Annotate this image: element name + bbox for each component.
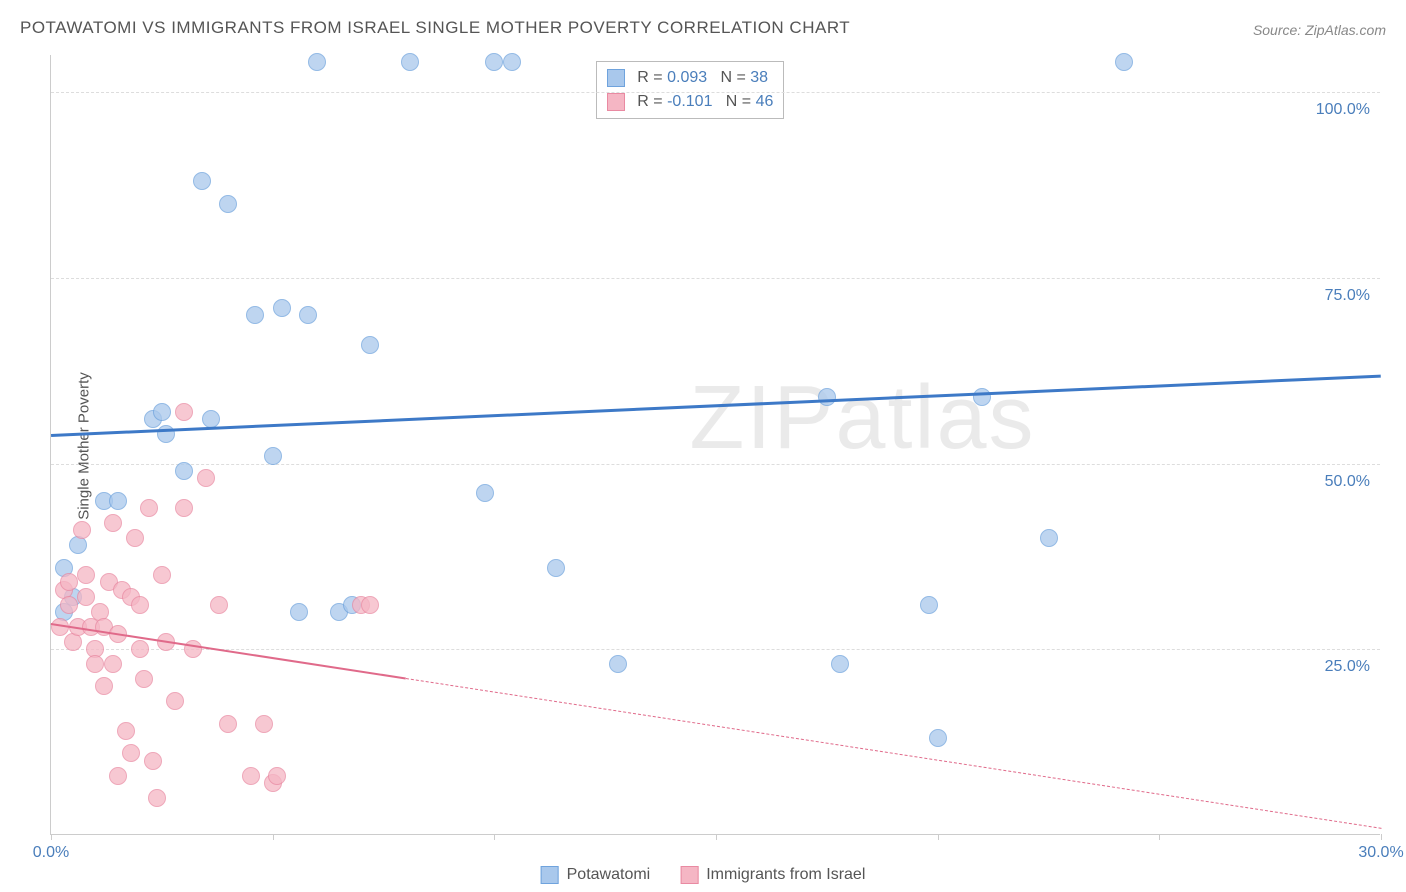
legend-item: Potawatomi: [541, 866, 651, 884]
x-tick: [1381, 834, 1382, 840]
data-point: [197, 469, 215, 487]
data-point: [476, 484, 494, 502]
y-tick-label: 50.0%: [1325, 473, 1370, 491]
data-point: [246, 306, 264, 324]
data-point: [503, 53, 521, 71]
chart-title: POTAWATOMI VS IMMIGRANTS FROM ISRAEL SIN…: [20, 18, 850, 38]
x-tick-label: 30.0%: [1358, 844, 1403, 862]
legend-row: R = -0.101 N = 46: [607, 90, 773, 114]
data-point: [95, 677, 113, 695]
legend-swatch: [607, 69, 625, 87]
y-tick-label: 100.0%: [1316, 101, 1370, 119]
data-point: [86, 655, 104, 673]
x-tick: [716, 834, 717, 840]
data-point: [77, 566, 95, 584]
data-point: [175, 462, 193, 480]
y-tick-label: 75.0%: [1325, 287, 1370, 305]
data-point: [122, 744, 140, 762]
data-point: [242, 767, 260, 785]
data-point: [1115, 53, 1133, 71]
y-tick-label: 25.0%: [1325, 658, 1370, 676]
data-point: [193, 172, 211, 190]
data-point: [60, 573, 78, 591]
data-point: [131, 596, 149, 614]
data-point: [485, 53, 503, 71]
gridline: [51, 649, 1380, 650]
x-tick: [51, 834, 52, 840]
data-point: [547, 559, 565, 577]
correlation-legend: R = 0.093 N = 38 R = -0.101 N = 46: [596, 61, 784, 119]
data-point: [920, 596, 938, 614]
data-point: [268, 767, 286, 785]
legend-swatch: [541, 866, 559, 884]
data-point: [973, 388, 991, 406]
data-point: [131, 640, 149, 658]
data-point: [104, 655, 122, 673]
data-point: [210, 596, 228, 614]
legend-label: Potawatomi: [567, 866, 651, 884]
data-point: [273, 299, 291, 317]
data-point: [264, 447, 282, 465]
data-point: [104, 514, 122, 532]
data-point: [401, 53, 419, 71]
data-point: [73, 521, 91, 539]
data-point: [148, 789, 166, 807]
x-tick-label: 0.0%: [33, 844, 69, 862]
data-point: [831, 655, 849, 673]
legend-item: Immigrants from Israel: [680, 866, 865, 884]
x-tick: [1159, 834, 1160, 840]
gridline: [51, 464, 1380, 465]
data-point: [609, 655, 627, 673]
data-point: [202, 410, 220, 428]
data-point: [255, 715, 273, 733]
legend-label: Immigrants from Israel: [706, 866, 865, 884]
data-point: [60, 596, 78, 614]
data-point: [109, 767, 127, 785]
gridline: [51, 92, 1380, 93]
data-point: [175, 499, 193, 517]
data-point: [929, 729, 947, 747]
legend-row: R = 0.093 N = 38: [607, 66, 773, 90]
data-point: [153, 403, 171, 421]
data-point: [144, 752, 162, 770]
data-point: [818, 388, 836, 406]
data-point: [117, 722, 135, 740]
data-point: [361, 596, 379, 614]
x-tick: [938, 834, 939, 840]
data-point: [219, 195, 237, 213]
data-point: [290, 603, 308, 621]
data-point: [308, 53, 326, 71]
data-point: [1040, 529, 1058, 547]
gridline: [51, 278, 1380, 279]
data-point: [175, 403, 193, 421]
data-point: [299, 306, 317, 324]
data-point: [140, 499, 158, 517]
trend-line: [51, 374, 1381, 436]
watermark: ZIPatlas: [689, 367, 1035, 470]
data-point: [109, 492, 127, 510]
data-point: [153, 566, 171, 584]
data-point: [126, 529, 144, 547]
data-point: [361, 336, 379, 354]
x-tick: [273, 834, 274, 840]
legend-swatch: [607, 93, 625, 111]
data-point: [135, 670, 153, 688]
data-point: [77, 588, 95, 606]
trend-line: [406, 678, 1381, 829]
legend-text: R = 0.093 N = 38: [637, 69, 768, 87]
source-label: Source: ZipAtlas.com: [1253, 22, 1386, 38]
legend-swatch: [680, 866, 698, 884]
plot-area: ZIPatlas R = 0.093 N = 38 R = -0.101 N = …: [50, 55, 1380, 835]
x-tick: [494, 834, 495, 840]
data-point: [166, 692, 184, 710]
series-legend: Potawatomi Immigrants from Israel: [541, 866, 866, 884]
legend-text: R = -0.101 N = 46: [637, 93, 773, 111]
data-point: [219, 715, 237, 733]
